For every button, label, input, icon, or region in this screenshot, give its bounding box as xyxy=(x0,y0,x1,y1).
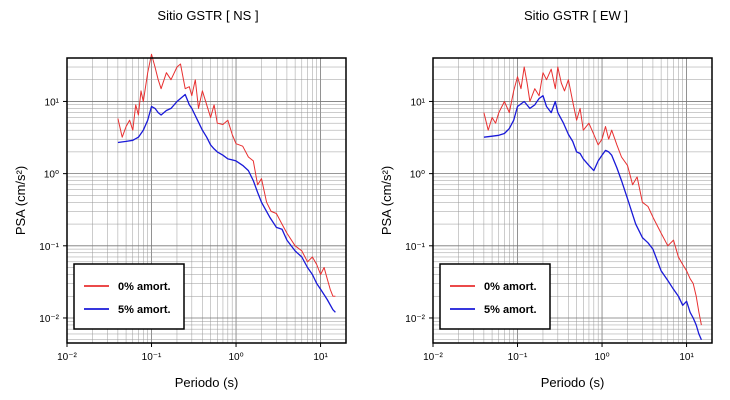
grid-ns xyxy=(66,57,347,343)
y-tick-label: 10⁰ xyxy=(44,170,59,181)
chart-title-ns: Sitio GSTR [ NS ] xyxy=(157,8,259,23)
chart-panel-ew: 10⁻² 10⁻¹ 10⁰ 10¹ 10⁻² 10⁻¹ 10⁰ 10¹ Periodo (s) P… xyxy=(379,57,713,390)
chart-title-ew: Sitio GSTR [ EW ] xyxy=(523,8,628,23)
legend-box xyxy=(439,263,551,330)
series-line-damping-5 xyxy=(483,95,702,340)
x-tick-label: 10⁻¹ xyxy=(508,352,528,363)
y-tick-label: 10⁻¹ xyxy=(405,242,425,253)
y-tick-label: 10⁻¹ xyxy=(39,242,59,253)
x-tick-label: 10¹ xyxy=(679,352,694,363)
y-axis-label: PSA (cm/s²) xyxy=(379,166,394,235)
y-tick-label: 10¹ xyxy=(411,97,426,108)
y-tick-label: 10¹ xyxy=(45,97,60,108)
series-line-damping-0 xyxy=(483,66,702,326)
legend-ns: 0% amort. 5% amort. xyxy=(73,263,185,330)
x-tick-label: 10⁰ xyxy=(228,352,243,363)
series-line-damping-0 xyxy=(117,53,336,297)
x-axis-label: Periodo (s) xyxy=(541,375,605,390)
legend-box xyxy=(73,263,185,330)
legend-label: 5% amort. xyxy=(118,304,171,316)
legend-label: 0% amort. xyxy=(484,281,537,293)
grid-ew xyxy=(432,57,713,343)
series-line-damping-5 xyxy=(117,93,336,313)
x-tick-label: 10⁰ xyxy=(594,352,609,363)
chart-panel-ns: 10⁻² 10⁻¹ 10⁰ 10¹ 10⁻² 10⁻¹ 10⁰ 10¹ Periodo (s) P… xyxy=(13,53,347,390)
legend-label: 5% amort. xyxy=(484,304,537,316)
x-tick-label: 10⁻² xyxy=(57,352,77,363)
y-tick-label: 10⁰ xyxy=(410,170,425,181)
y-axis-label: PSA (cm/s²) xyxy=(13,166,28,235)
legend-ew: 0% amort. 5% amort. xyxy=(439,263,551,330)
y-tick-label: 10⁻² xyxy=(39,314,59,325)
x-tick-label: 10¹ xyxy=(313,352,328,363)
x-tick-label: 10⁻² xyxy=(423,352,443,363)
x-tick-label: 10⁻¹ xyxy=(142,352,162,363)
y-tick-label: 10⁻² xyxy=(405,314,425,325)
x-axis-label: Periodo (s) xyxy=(175,375,239,390)
legend-label: 0% amort. xyxy=(118,281,171,293)
plot-frame xyxy=(432,57,713,344)
plot-frame xyxy=(66,57,347,344)
